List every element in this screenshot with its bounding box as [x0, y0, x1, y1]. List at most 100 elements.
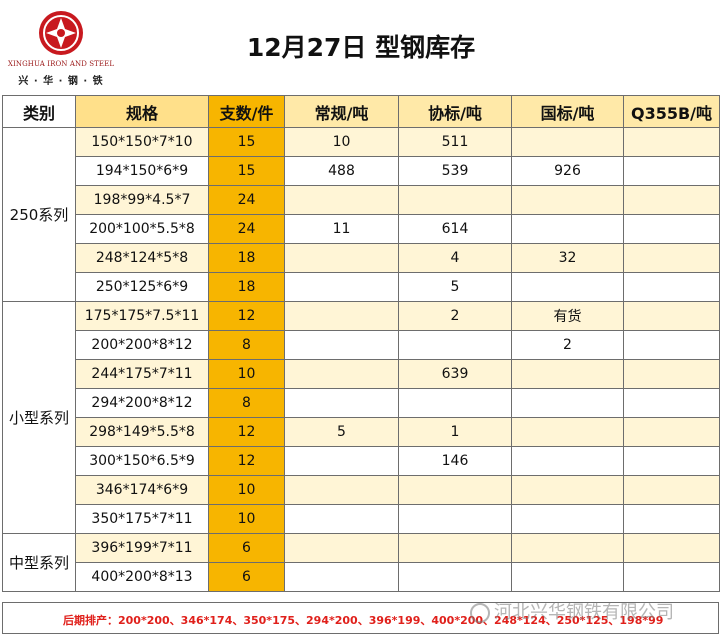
q355b-cell [623, 359, 720, 389]
production-schedule-text: 后期排产：200*200、346*174、350*175、294*200、396… [63, 614, 664, 627]
table-row: 346*174*6*9 10 [3, 475, 720, 505]
national-cell [511, 475, 624, 505]
regular-cell: 488 [284, 156, 399, 186]
column-header-count: 支数/件 [208, 95, 285, 128]
regular-cell [284, 330, 399, 360]
spec-cell: 298*149*5.5*8 [75, 417, 209, 447]
spec-cell: 350*175*7*11 [75, 504, 209, 534]
count-cell: 24 [208, 214, 285, 244]
count-cell: 15 [208, 127, 285, 157]
count-cell: 6 [208, 533, 285, 563]
category-cell: 中型系列 [2, 533, 76, 592]
column-header-regular: 常规/吨 [284, 95, 399, 128]
watermark-logo-icon [470, 603, 490, 623]
table-row: 小型系列 175*175*7.5*11 12 2 有货 [2, 301, 720, 534]
assoc-cell: 511 [398, 127, 512, 157]
count-cell: 15 [208, 156, 285, 186]
assoc-cell: 5 [398, 272, 512, 302]
count-cell: 12 [208, 446, 285, 476]
regular-cell [284, 272, 399, 302]
regular-cell [284, 185, 399, 215]
q355b-cell [623, 272, 720, 302]
regular-cell: 11 [284, 214, 399, 244]
q355b-cell [623, 330, 720, 360]
regular-cell [284, 504, 399, 534]
national-cell [511, 185, 624, 215]
count-cell: 6 [208, 562, 285, 592]
production-schedule-footer: 后期排产：200*200、346*174、350*175、294*200、396… [2, 602, 719, 634]
table-row: 250*125*6*9 18 5 [3, 272, 720, 302]
assoc-cell [398, 185, 512, 215]
table-row: 298*149*5.5*8 12 5 1 [3, 417, 720, 447]
table-row: 194*150*6*9 15 488 539 926 [3, 156, 720, 186]
spec-cell: 346*174*6*9 [75, 475, 209, 505]
table-row: 198*99*4.5*7 24 [3, 185, 720, 215]
company-name-en: XINGHUA IRON AND STEEL [7, 60, 115, 68]
assoc-cell: 539 [398, 156, 512, 186]
company-logo: XINGHUA IRON AND STEEL 兴 · 华 · 钢 · 铁 [6, 6, 116, 87]
spec-cell: 244*175*7*11 [75, 359, 209, 389]
q355b-cell [623, 127, 720, 157]
table-row: 200*200*8*12 8 2 [3, 330, 720, 360]
spec-cell: 400*200*8*13 [75, 562, 209, 592]
q355b-cell [623, 243, 720, 273]
national-cell [511, 533, 624, 563]
watermark: 河北兴华钢铁有限公司 [470, 598, 674, 624]
assoc-cell: 614 [398, 214, 512, 244]
q355b-cell [623, 214, 720, 244]
q355b-cell [623, 185, 720, 215]
assoc-cell: 146 [398, 446, 512, 476]
spec-cell: 300*150*6.5*9 [75, 446, 209, 476]
assoc-cell [398, 330, 512, 360]
count-cell: 8 [208, 388, 285, 418]
national-cell [511, 446, 624, 476]
regular-cell [284, 562, 399, 592]
column-header-spec: 规格 [75, 95, 209, 128]
count-cell: 24 [208, 185, 285, 215]
spec-cell: 396*199*7*11 [75, 533, 209, 563]
regular-cell [284, 359, 399, 389]
assoc-cell: 2 [398, 301, 512, 331]
assoc-cell [398, 388, 512, 418]
table-row: 350*175*7*11 10 [3, 504, 720, 534]
count-cell: 10 [208, 504, 285, 534]
spec-cell: 150*150*7*10 [75, 127, 209, 157]
spec-cell: 200*100*5.5*8 [75, 214, 209, 244]
assoc-cell [398, 475, 512, 505]
assoc-cell: 1 [398, 417, 512, 447]
national-cell [511, 388, 624, 418]
table-row: 300*150*6.5*9 12 146 [3, 446, 720, 476]
national-cell [511, 272, 624, 302]
national-cell [511, 504, 624, 534]
regular-cell [284, 446, 399, 476]
table-header-row: 类别 规格 支数/件 常规/吨 协标/吨 国标/吨 Q355B/吨 [2, 95, 720, 128]
column-header-assoc: 协标/吨 [398, 95, 512, 128]
regular-cell [284, 243, 399, 273]
regular-cell [284, 475, 399, 505]
company-name-cn: 兴 · 华 · 钢 · 铁 [18, 76, 104, 87]
national-cell [511, 417, 624, 447]
assoc-cell [398, 562, 512, 592]
table-row: 400*200*8*13 6 [3, 562, 720, 592]
q355b-cell [623, 156, 720, 186]
count-cell: 8 [208, 330, 285, 360]
count-cell: 12 [208, 417, 285, 447]
assoc-cell [398, 504, 512, 534]
xinghua-logo-icon [39, 11, 83, 55]
regular-cell [284, 533, 399, 563]
page-title: 12月27日 型钢库存 [246, 33, 476, 62]
assoc-cell: 639 [398, 359, 512, 389]
q355b-cell [623, 446, 720, 476]
spec-cell: 200*200*8*12 [75, 330, 209, 360]
national-cell [511, 214, 624, 244]
spec-cell: 198*99*4.5*7 [75, 185, 209, 215]
q355b-cell [623, 301, 720, 331]
q355b-cell [623, 562, 720, 592]
count-cell: 10 [208, 475, 285, 505]
count-cell: 12 [208, 301, 285, 331]
spec-cell: 194*150*6*9 [75, 156, 209, 186]
category-cell: 小型系列 [2, 301, 76, 534]
national-cell [511, 562, 624, 592]
inventory-table: 类别 规格 支数/件 常规/吨 协标/吨 国标/吨 Q355B/吨 250系列 1… [2, 95, 720, 592]
count-cell: 18 [208, 272, 285, 302]
